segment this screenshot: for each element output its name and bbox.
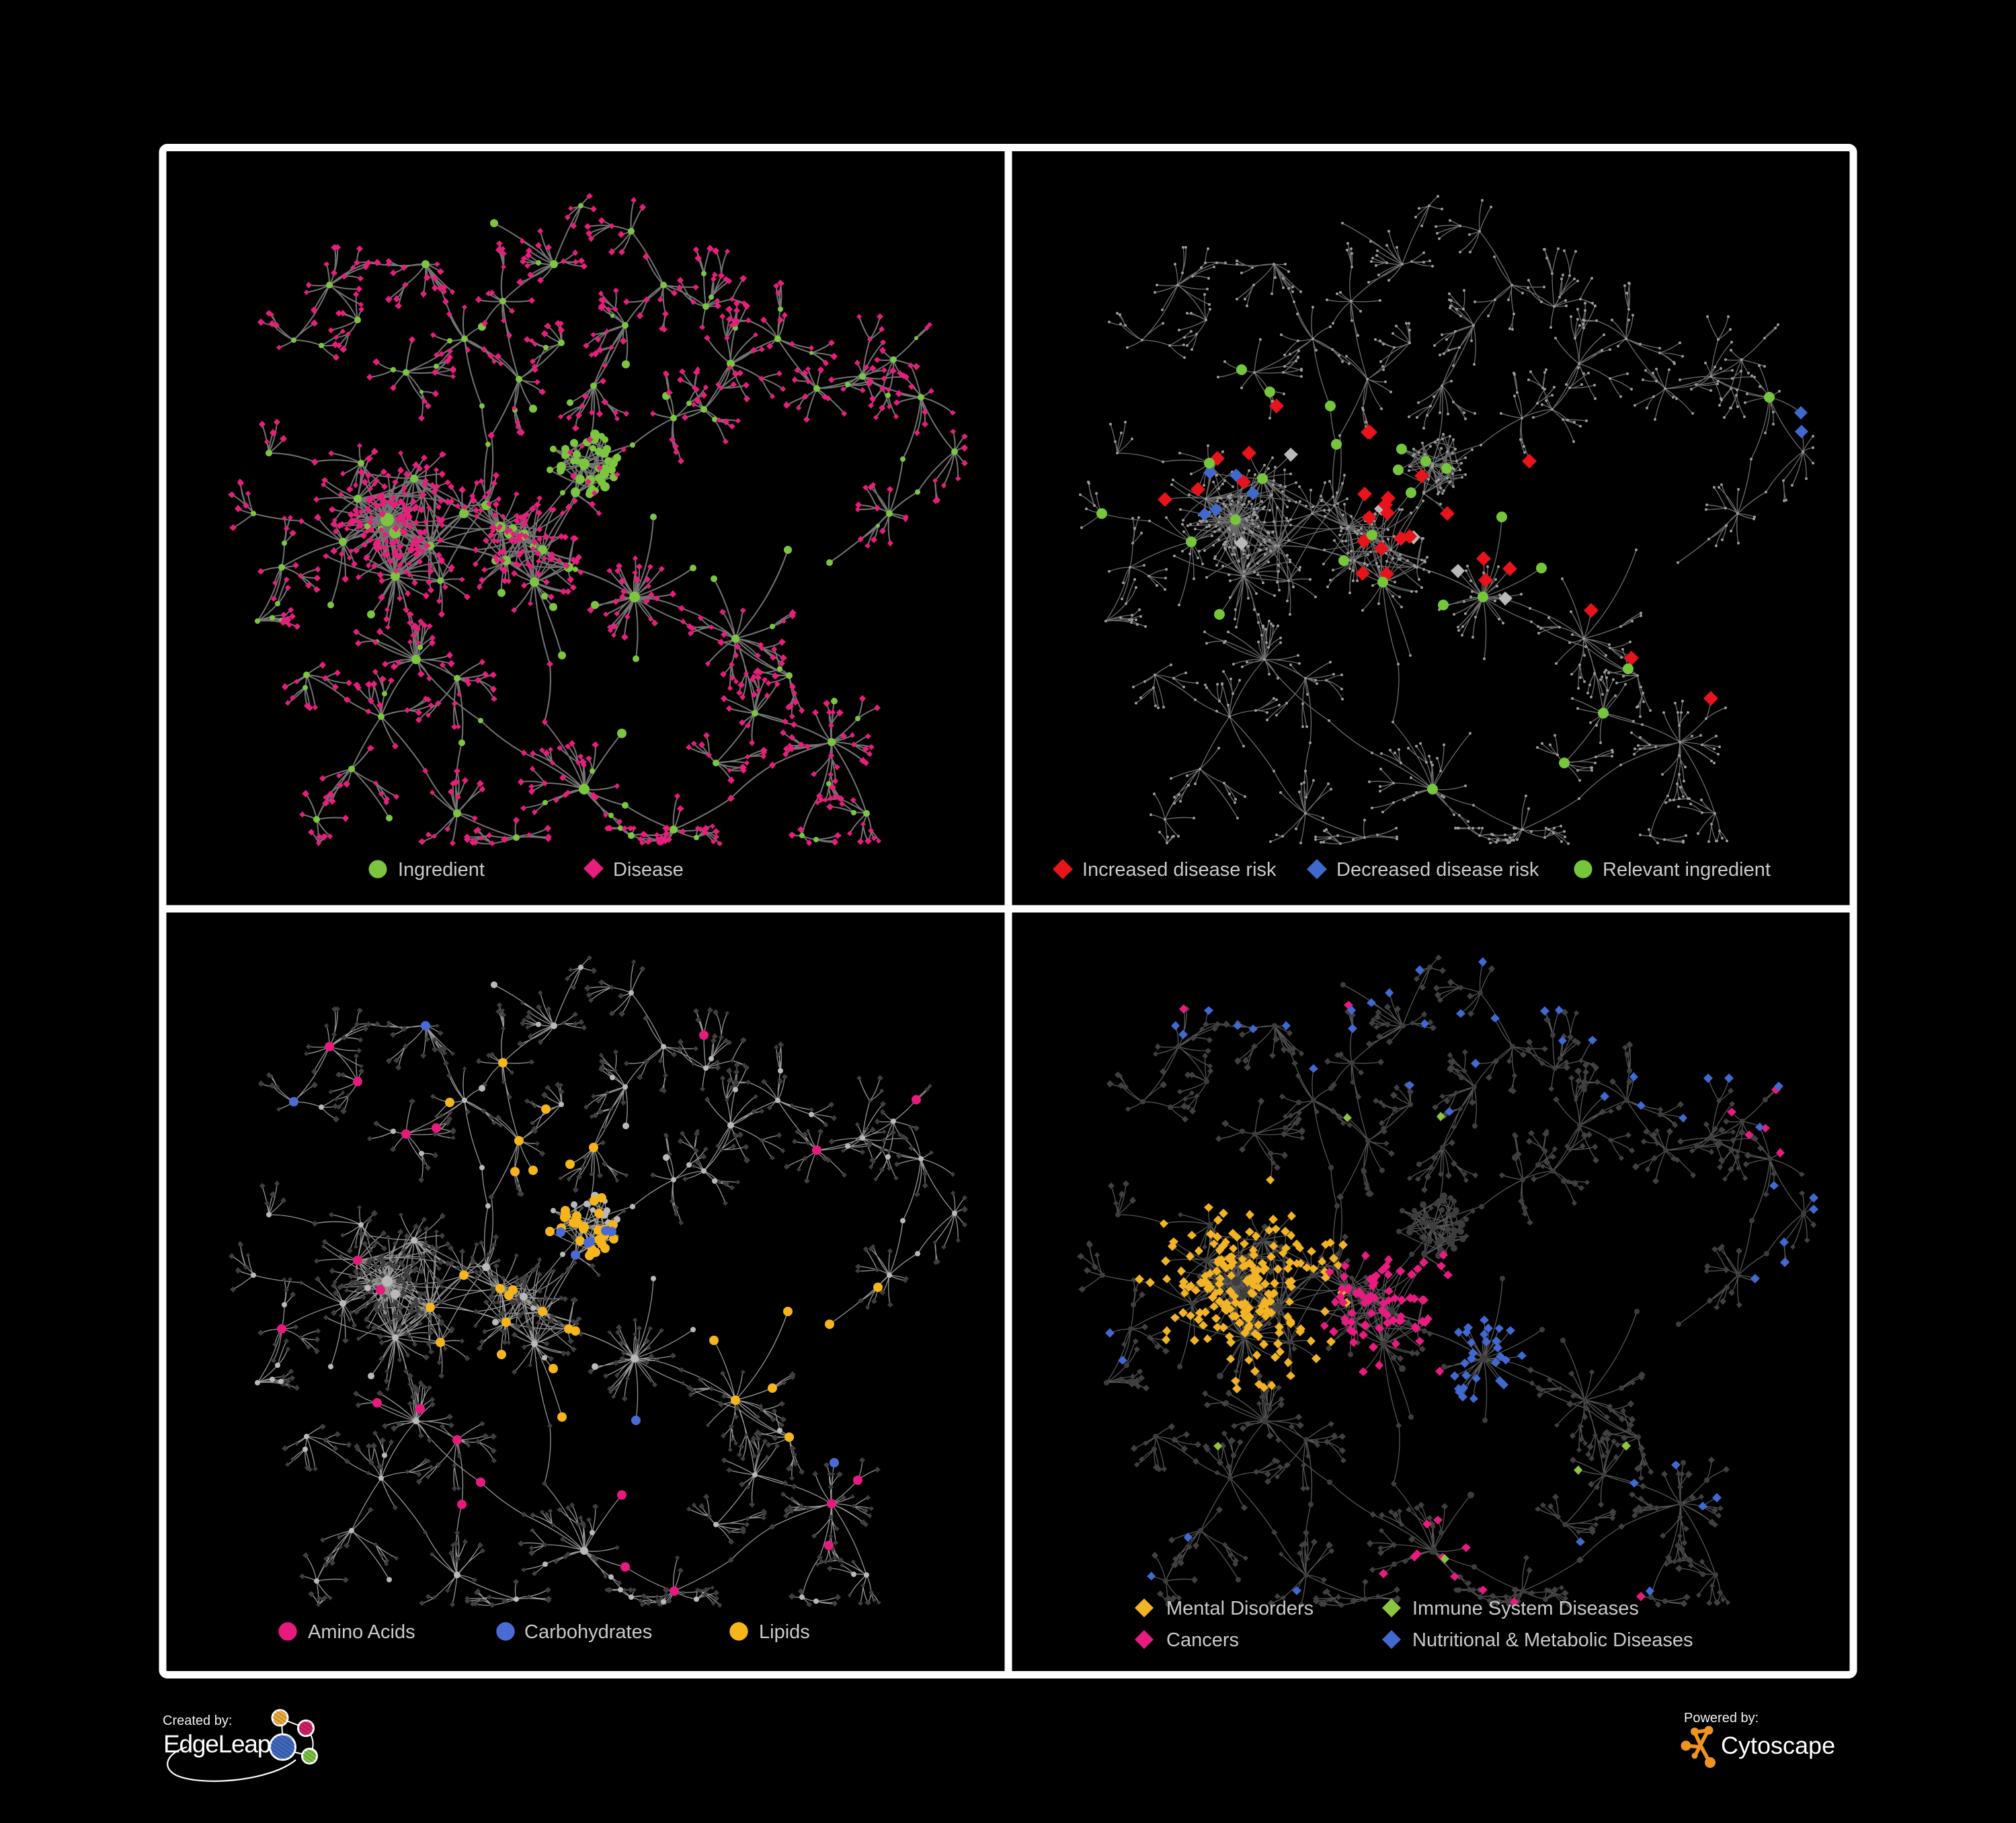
svg-text:Immune System Diseases: Immune System Diseases	[1412, 1598, 1639, 1619]
svg-text:Amino Acids: Amino Acids	[308, 1621, 415, 1643]
svg-text:Carbohydrates: Carbohydrates	[524, 1621, 652, 1643]
svg-text:Lipids: Lipids	[759, 1621, 810, 1643]
svg-text:Increased disease risk: Increased disease risk	[1082, 859, 1277, 881]
svg-text:Relevant ingredient: Relevant ingredient	[1603, 859, 1771, 881]
svg-text:Mental Disorders: Mental Disorders	[1166, 1598, 1314, 1619]
svg-text:Disease: Disease	[613, 859, 684, 881]
svg-text:Cytoscape: Cytoscape	[1721, 1732, 1835, 1759]
svg-text:Ingredient: Ingredient	[398, 859, 485, 881]
svg-text:Decreased disease risk: Decreased disease risk	[1336, 859, 1539, 881]
svg-text:Powered by:: Powered by:	[1684, 1711, 1759, 1726]
svg-text:Created by:: Created by:	[163, 1713, 232, 1728]
svg-text:Nutritional & Metabolic Diseas: Nutritional & Metabolic Diseases	[1412, 1629, 1693, 1651]
svg-text:Cancers: Cancers	[1166, 1629, 1239, 1651]
svg-text:EdgeLeap: EdgeLeap	[163, 1730, 271, 1758]
